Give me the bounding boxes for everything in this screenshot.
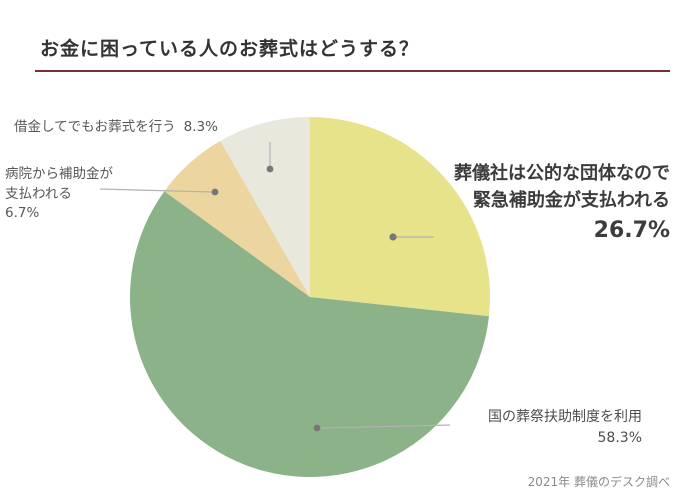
label-debt: 借金してでもお葬式を行う 8.3%	[14, 118, 218, 138]
label-funeral-company-line1: 葬儀社は公的な団体なので	[454, 163, 670, 184]
label-funeral-company-line2: 緊急補助金が支払われる	[472, 190, 670, 211]
label-debt-text: 借金してでもお葬式を行う	[14, 119, 176, 135]
label-funeral-company-pct: 26.7%	[593, 218, 670, 243]
label-funeral-company: 葬儀社は公的な団体なので 緊急補助金が支払われる 26.7%	[454, 160, 670, 244]
pie-slice-0	[310, 117, 490, 317]
label-state-aid: 国の葬祭扶助制度を利用 58.3%	[488, 407, 642, 449]
pie-chart	[130, 117, 490, 477]
pie-slice-2	[164, 140, 310, 297]
label-hospital-pct: 6.7%	[5, 205, 40, 221]
label-state-aid-pct: 58.3%	[597, 430, 642, 446]
label-state-aid-text: 国の葬祭扶助制度を利用	[488, 409, 642, 425]
chart-title: お金に困っている人のお葬式はどうする？	[40, 38, 420, 60]
title-underline	[35, 70, 670, 72]
label-hospital-line2: 支払われる	[5, 185, 72, 202]
pie-slice-1	[130, 191, 489, 477]
pie-slice-3	[220, 117, 310, 297]
label-hospital: 病院から補助金が 支払われる 6.7%	[5, 165, 113, 224]
label-debt-pct: 8.3%	[183, 119, 218, 135]
source-note: 2021年 葬儀のデスク調べ	[527, 475, 670, 489]
label-hospital-line1: 病院から補助金が	[5, 166, 113, 182]
